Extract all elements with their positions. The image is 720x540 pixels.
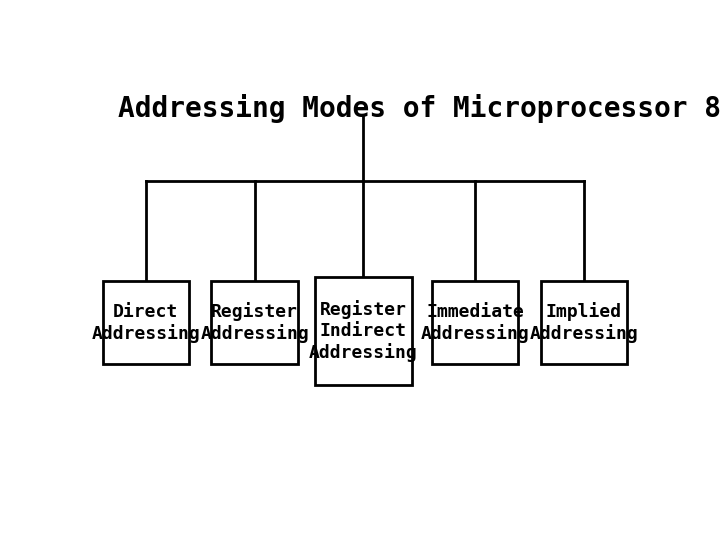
Text: Addressing Modes of Microprocessor 8085: Addressing Modes of Microprocessor 8085 [118,94,720,123]
FancyBboxPatch shape [541,281,627,364]
Text: Direct
Addressing: Direct Addressing [91,302,200,342]
Text: Implied
Addressing: Implied Addressing [529,302,638,343]
Text: Register
Indirect
Addressing: Register Indirect Addressing [309,300,418,362]
FancyBboxPatch shape [315,277,413,385]
Text: Register
Addressing: Register Addressing [200,302,309,343]
FancyBboxPatch shape [102,281,189,364]
FancyBboxPatch shape [212,281,298,364]
FancyBboxPatch shape [432,281,518,364]
Text: Immediate
Addressing: Immediate Addressing [420,302,529,342]
